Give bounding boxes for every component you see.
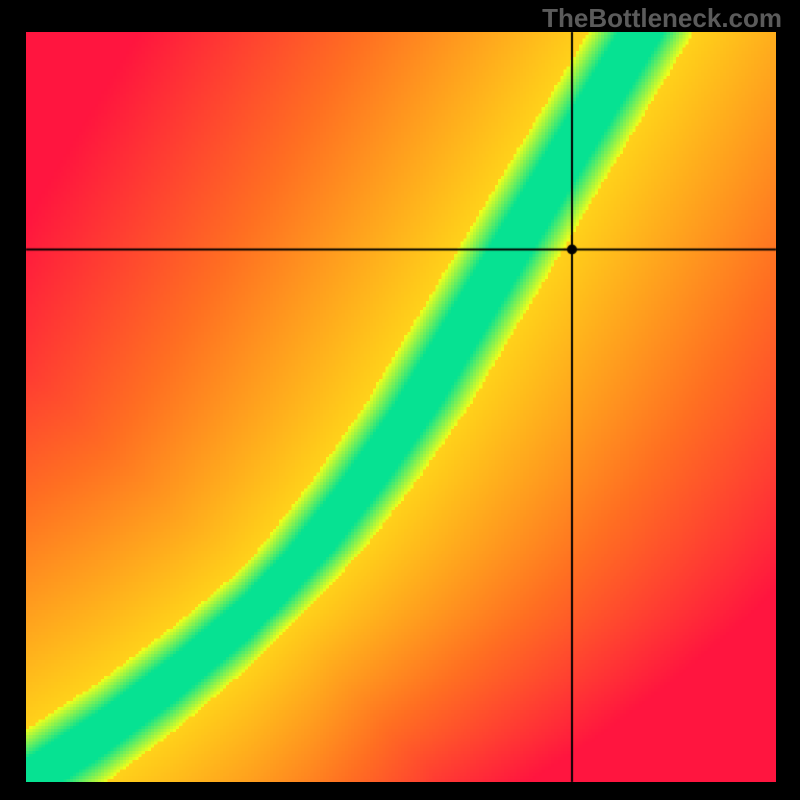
bottleneck-heatmap [26,32,776,782]
watermark-text: TheBottleneck.com [542,3,782,34]
chart-stage: TheBottleneck.com [0,0,800,800]
